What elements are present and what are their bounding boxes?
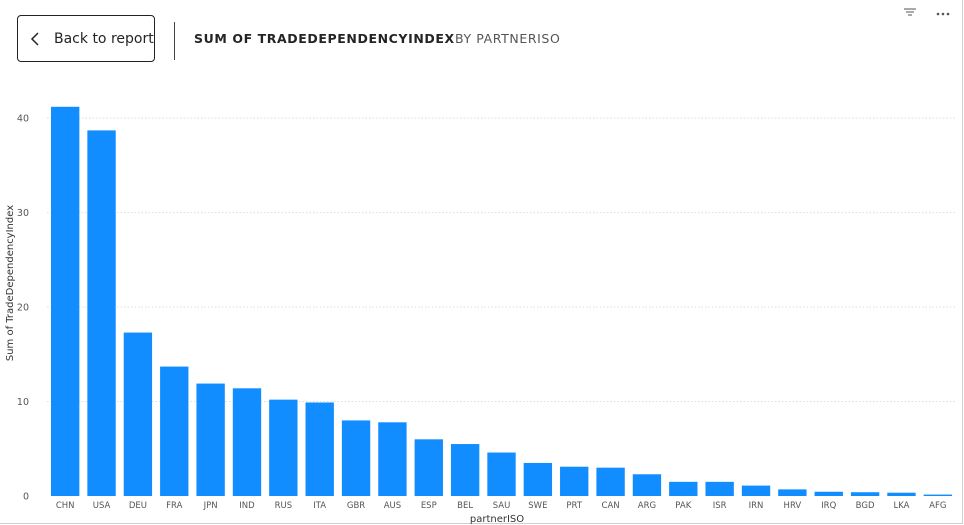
back-to-report-label: Back to report xyxy=(54,30,154,47)
bar-esp[interactable] xyxy=(414,439,443,496)
bar-usa[interactable] xyxy=(87,130,116,496)
gridlines xyxy=(47,117,956,403)
bar-chn[interactable] xyxy=(50,106,80,496)
x-tick-label-ita: ITA xyxy=(313,501,326,511)
more-options-icon[interactable] xyxy=(935,2,951,21)
x-axis-ticks: CHN USA DEU FRA JPN IND RUS ITA GBR AUS ESP BEL SAU S… xyxy=(56,501,947,511)
bar-gbr[interactable] xyxy=(341,420,371,496)
y-tick-label: 10 xyxy=(17,397,29,408)
chart-subtitle: BY PARTNERISO xyxy=(455,31,561,46)
x-tick-label-swe: SWE xyxy=(528,501,547,511)
y-tick-label: 30 xyxy=(17,208,29,219)
header-divider xyxy=(174,22,175,60)
x-tick-label-chn: CHN xyxy=(56,501,75,511)
bar-bel[interactable] xyxy=(450,444,480,496)
x-tick-label-lka: LKA xyxy=(893,501,909,511)
x-tick-label-sau: SAU xyxy=(493,501,511,511)
bar-ind[interactable] xyxy=(232,388,262,496)
x-tick-label-afg: AFG xyxy=(929,501,946,511)
filter-icon[interactable] xyxy=(903,2,917,21)
bar-arg[interactable] xyxy=(632,474,662,496)
bar-lka[interactable] xyxy=(887,492,916,496)
y-tick-label: 40 xyxy=(17,114,29,125)
x-tick-label-prt: PRT xyxy=(566,501,582,511)
x-tick-label-arg: ARG xyxy=(638,501,656,511)
back-to-report-button[interactable]: Back to report xyxy=(17,15,155,62)
bar-irn[interactable] xyxy=(741,485,771,496)
chart-title: SUM OF TRADEDEPENDENCYINDEX xyxy=(194,31,455,46)
y-tick-label: 20 xyxy=(17,303,29,314)
x-tick-label-aus: AUS xyxy=(384,501,401,511)
bar-pak[interactable] xyxy=(669,481,698,496)
x-tick-label-bgd: BGD xyxy=(856,501,875,511)
bar-swe[interactable] xyxy=(523,462,553,496)
x-tick-label-gbr: GBR xyxy=(347,501,365,511)
x-axis-label: partnerISO xyxy=(470,514,524,525)
bar-afg[interactable] xyxy=(923,494,953,496)
x-tick-label-hrv: HRV xyxy=(784,501,802,511)
bar-ita[interactable] xyxy=(305,402,334,496)
x-tick-label-bel: BEL xyxy=(457,501,473,511)
bar-fra[interactable] xyxy=(160,366,189,496)
chevron-left-icon xyxy=(22,31,48,47)
x-tick-label-esp: ESP xyxy=(421,501,437,511)
x-tick-label-jpn: JPN xyxy=(203,501,218,511)
bar-aus[interactable] xyxy=(378,422,407,496)
x-tick-label-rus: RUS xyxy=(275,501,293,511)
x-tick-label-isr: ISR xyxy=(713,501,727,511)
x-tick-label-deu: DEU xyxy=(129,501,147,511)
bar-irq[interactable] xyxy=(814,491,843,496)
bar-hrv[interactable] xyxy=(778,489,807,496)
x-tick-label-irn: IRN xyxy=(749,501,764,511)
x-tick-label-ind: IND xyxy=(239,501,255,511)
x-tick-label-fra: FRA xyxy=(166,501,182,511)
bar-sau[interactable] xyxy=(487,452,516,496)
x-tick-label-usa: USA xyxy=(93,501,111,511)
bars xyxy=(50,106,953,496)
bar-bgd[interactable] xyxy=(850,492,880,496)
y-tick-label: 0 xyxy=(23,492,29,503)
bar-can[interactable] xyxy=(596,467,625,496)
bar-prt[interactable] xyxy=(560,466,589,496)
y-axis-ticks: 0 10 20 30 40 xyxy=(17,114,29,503)
bar-rus[interactable] xyxy=(269,399,298,496)
x-tick-label-can: CAN xyxy=(602,501,620,511)
bar-jpn[interactable] xyxy=(196,383,225,496)
x-tick-label-irq: IRQ xyxy=(821,501,836,511)
x-tick-label-pak: PAK xyxy=(675,501,691,511)
y-axis-label: Sum of TradeDependencyIndex xyxy=(5,205,16,361)
bar-isr[interactable] xyxy=(705,481,734,496)
bar-deu[interactable] xyxy=(123,332,153,496)
